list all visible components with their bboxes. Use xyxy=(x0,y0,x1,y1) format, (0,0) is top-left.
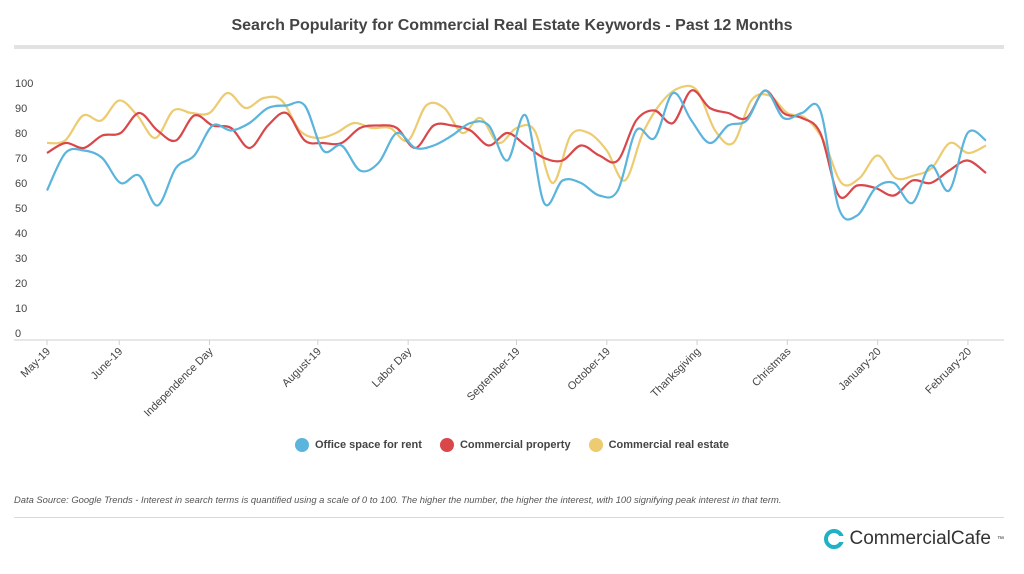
legend-swatch-icon xyxy=(439,438,454,452)
x-tick-label: February-20 xyxy=(923,346,974,397)
x-tick-label: Labor Day xyxy=(370,345,415,390)
trademark: ™ xyxy=(997,535,1004,543)
legend-label: Commercial property xyxy=(459,439,571,451)
data-source-note: Data Source: Google Trends - Interest in… xyxy=(14,494,782,505)
series-lines xyxy=(46,84,987,221)
series-line-commercial-property xyxy=(46,89,987,199)
x-tick-label: Christmas xyxy=(750,345,794,389)
legend-swatch-icon xyxy=(588,438,603,452)
commercialcafe-logo-icon xyxy=(823,529,845,549)
y-tick-label: 40 xyxy=(15,228,27,240)
brand-name: CommercialCafe xyxy=(849,528,991,549)
y-tick-label: 30 xyxy=(15,253,27,265)
chart-title: Search Popularity for Commercial Real Es… xyxy=(231,17,793,34)
legend-item-office-space[interactable]: Office space for rent xyxy=(294,438,422,452)
x-tick-label: October-19 xyxy=(566,346,613,393)
y-tick-label: 100 xyxy=(15,78,33,90)
legend: Office space for rent Commercial propert… xyxy=(0,438,1024,452)
y-tick-label: 50 xyxy=(15,203,27,215)
y-axis: 0 10 20 30 40 50 60 70 80 90 100 xyxy=(15,78,33,340)
footer-divider xyxy=(14,517,1004,518)
legend-item-commercial-property[interactable]: Commercial property xyxy=(439,438,571,452)
x-axis: May-19 June-19 Independence Day August-19 La… xyxy=(14,339,1004,419)
y-tick-label: 20 xyxy=(15,278,27,290)
y-tick-label: 70 xyxy=(15,153,27,165)
title-divider xyxy=(14,45,1004,49)
legend-swatch-icon xyxy=(294,438,309,452)
y-tick-label: 80 xyxy=(15,128,27,140)
x-tick-label: August-19 xyxy=(280,346,324,390)
x-tick-label: May-19 xyxy=(19,346,53,380)
y-tick-label: 60 xyxy=(15,178,27,190)
y-tick-label: 90 xyxy=(15,103,27,115)
legend-item-commercial-real-estate[interactable]: Commercial real estate xyxy=(588,438,730,452)
brand-logo: CommercialCafe ™ xyxy=(823,528,1004,550)
y-tick-label: 0 xyxy=(15,328,21,340)
legend-label: Office space for rent xyxy=(314,439,422,451)
legend-label: Commercial real estate xyxy=(608,439,730,451)
y-tick-label: 10 xyxy=(15,303,27,315)
x-tick-label: Independence Day xyxy=(142,345,216,419)
x-tick-label: September-19 xyxy=(465,346,523,404)
x-tick-label: June-19 xyxy=(89,346,126,383)
series-line-office-space-for-rent xyxy=(46,89,987,221)
x-tick-label: January-20 xyxy=(836,346,883,393)
x-tick-label: Thanksgiving xyxy=(649,346,703,400)
